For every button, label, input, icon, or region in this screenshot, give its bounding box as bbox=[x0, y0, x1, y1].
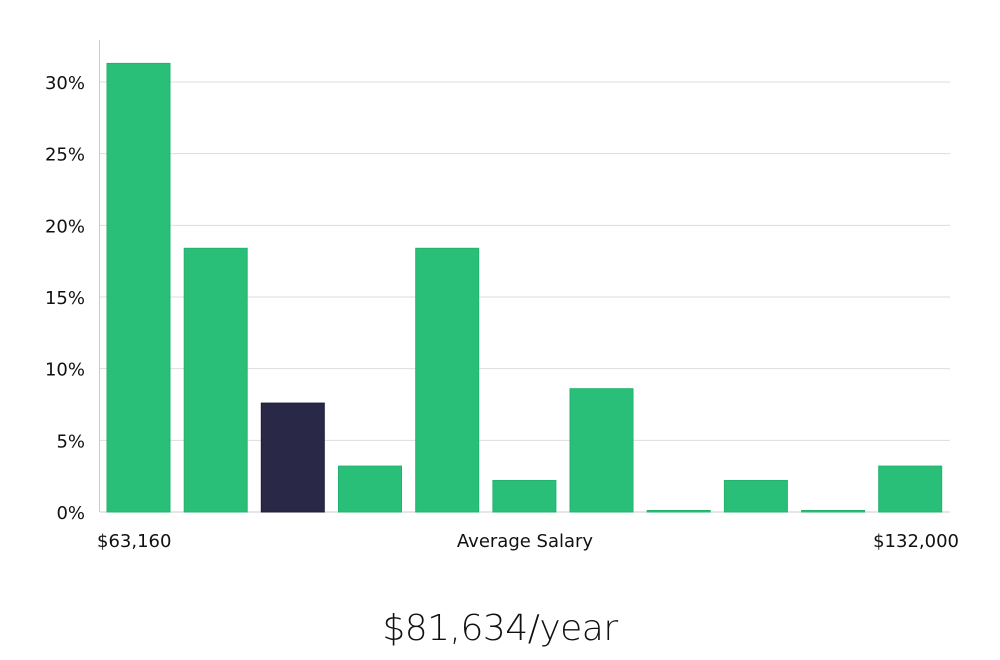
y-axis-ticks: 0% 5% 10% 15% 20% 25% 30% bbox=[45, 73, 85, 524]
y-tick-label: 25% bbox=[45, 145, 85, 166]
x-max-label: $132,000 bbox=[873, 531, 959, 552]
bar bbox=[569, 388, 634, 513]
x-axis-label: Average Salary bbox=[457, 531, 594, 552]
bar bbox=[492, 480, 557, 513]
y-tick-label: 10% bbox=[45, 360, 85, 381]
bar bbox=[415, 247, 480, 513]
average-salary-value: $81,634/year bbox=[382, 608, 618, 649]
bar bbox=[723, 480, 788, 513]
y-tick-label: 20% bbox=[45, 216, 85, 237]
bars bbox=[106, 62, 943, 513]
salary-histogram: 0% 5% 10% 15% 20% 25% 30% $63,160 Average Sala… bbox=[45, 40, 959, 552]
x-min-label: $63,160 bbox=[97, 531, 171, 552]
bar bbox=[878, 465, 943, 513]
y-tick-label: 15% bbox=[45, 288, 85, 309]
bar bbox=[646, 510, 711, 513]
bar bbox=[338, 465, 402, 513]
y-tick-label: 0% bbox=[56, 503, 85, 524]
bar bbox=[183, 247, 248, 513]
bar bbox=[801, 510, 866, 513]
bar bbox=[106, 62, 171, 513]
bar-highlighted bbox=[260, 402, 325, 513]
y-tick-label: 5% bbox=[56, 431, 85, 452]
y-tick-label: 30% bbox=[45, 73, 85, 94]
